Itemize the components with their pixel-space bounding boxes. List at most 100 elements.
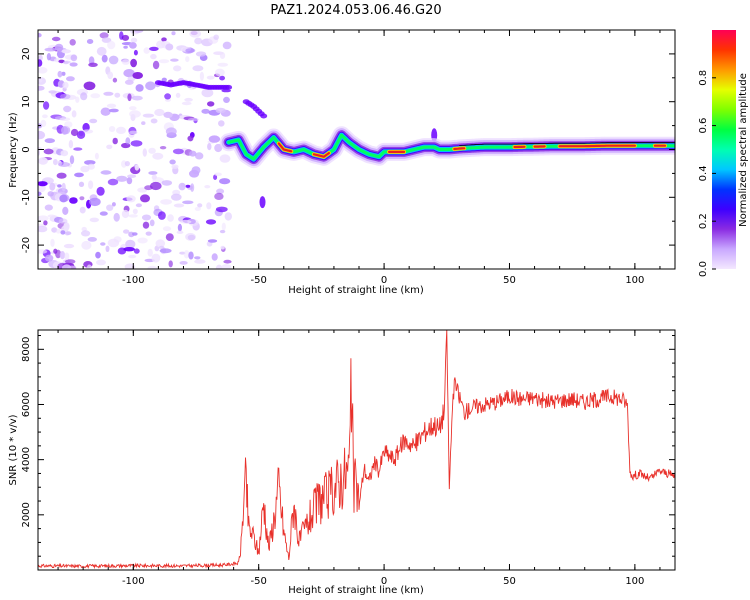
x-tick-label: 50 <box>503 275 516 286</box>
noise-speckle <box>187 234 196 241</box>
noise-speckle <box>152 60 160 70</box>
x-tick-label: -50 <box>251 275 267 286</box>
noise-speckle <box>206 75 215 80</box>
noise-speckle <box>63 105 72 113</box>
noise-speckle <box>58 162 70 167</box>
noise-speckle <box>179 261 188 265</box>
noise-speckle <box>167 214 174 222</box>
snr-axes: -100 -50 0 50 100 2000 4000 6000 8000 <box>21 330 675 587</box>
snr-plot-area <box>38 330 675 570</box>
noise-speckle <box>204 185 211 189</box>
noise-speckle <box>150 181 162 191</box>
noise-speckle <box>46 53 52 61</box>
noise-speckle <box>171 164 179 169</box>
noise-speckle <box>81 240 92 250</box>
noise-speckle <box>123 247 135 252</box>
noise-speckle <box>59 194 68 203</box>
noise-speckle <box>90 93 101 99</box>
noise-speckle <box>68 140 74 149</box>
noise-speckle <box>38 215 49 221</box>
noise-speckle <box>214 143 223 153</box>
noise-speckle <box>221 222 226 231</box>
snr-y-axis-label: SNR (10 * v/v) <box>8 414 19 485</box>
noise-speckle <box>201 88 214 98</box>
noise-speckle <box>96 186 105 196</box>
noise-speckle <box>78 181 85 187</box>
noise-speckle <box>96 46 107 56</box>
y-tick-label: 0 <box>21 146 32 152</box>
noise-speckle <box>100 107 111 116</box>
noise-speckle <box>63 61 69 65</box>
noise-speckle <box>89 217 100 223</box>
y-tick-label: 20 <box>21 48 32 61</box>
noise-speckle <box>132 232 138 236</box>
noise-speckle <box>38 249 48 254</box>
noise-speckle <box>69 197 78 204</box>
noise-speckle <box>155 239 166 248</box>
noise-speckle <box>43 220 48 226</box>
noise-speckle <box>47 214 56 218</box>
colorbar-tick-label: 0.0 <box>698 261 709 277</box>
noise-speckle <box>66 76 75 82</box>
noise-speckle <box>108 126 116 132</box>
noise-speckle <box>123 45 128 49</box>
noise-speckle <box>215 206 228 213</box>
ridge-peak <box>277 142 293 153</box>
noise-speckle <box>88 180 94 189</box>
noise-speckle <box>81 129 94 134</box>
noise-speckle <box>160 199 173 205</box>
noise-speckle <box>38 59 43 67</box>
noise-speckle <box>84 160 96 165</box>
noise-speckle <box>44 47 57 52</box>
colorbar-tick-label: 0.6 <box>698 118 709 134</box>
noise-speckle <box>222 41 232 50</box>
noise-speckle <box>185 48 196 53</box>
noise-speckle <box>195 152 204 160</box>
x-tick-label: -50 <box>251 576 267 587</box>
noise-speckle <box>44 254 54 262</box>
noise-speckle <box>64 252 70 261</box>
noise-speckle <box>89 197 101 207</box>
noise-speckle <box>151 253 161 263</box>
track-blob <box>225 84 233 90</box>
y-tick-label: 6000 <box>21 392 32 417</box>
y-tick-label: 4000 <box>21 447 32 472</box>
noise-speckle <box>112 137 118 145</box>
noise-speckle <box>44 204 53 211</box>
noise-speckle <box>108 55 119 65</box>
noise-speckle <box>64 121 73 128</box>
noise-speckle <box>121 59 130 65</box>
noise-speckle <box>142 221 150 229</box>
noise-speckle <box>183 250 190 259</box>
noise-speckle <box>214 172 222 177</box>
colorbar-tick-label: 0.2 <box>698 213 709 229</box>
noise-speckle <box>194 37 203 45</box>
noise-speckle <box>187 135 194 142</box>
noise-speckle <box>63 243 75 249</box>
noise-speckle <box>60 230 66 235</box>
noise-speckle <box>159 245 165 250</box>
noise-speckle <box>89 118 98 124</box>
noise-speckle <box>100 242 106 246</box>
noise-speckle <box>216 188 225 195</box>
noise-speckle <box>87 237 98 242</box>
noise-speckle <box>69 155 75 165</box>
noise-speckle <box>176 230 184 234</box>
noise-speckle <box>173 203 185 208</box>
noise-speckle <box>129 106 137 111</box>
noise-speckle <box>126 195 136 203</box>
noise-speckle <box>61 182 66 192</box>
noise-speckle <box>62 264 72 269</box>
noise-speckle <box>125 137 131 145</box>
ridge-peak <box>312 152 330 158</box>
noise-speckle <box>208 135 221 143</box>
noise-speckle <box>126 177 133 185</box>
noise-speckle <box>171 31 176 36</box>
noise-speckle <box>207 101 215 107</box>
noise-speckle <box>134 164 140 171</box>
noise-speckle <box>188 251 194 260</box>
noise-speckle <box>168 260 173 268</box>
noise-speckle <box>150 53 157 60</box>
noise-speckle <box>164 93 172 100</box>
noise-speckle <box>181 101 192 106</box>
